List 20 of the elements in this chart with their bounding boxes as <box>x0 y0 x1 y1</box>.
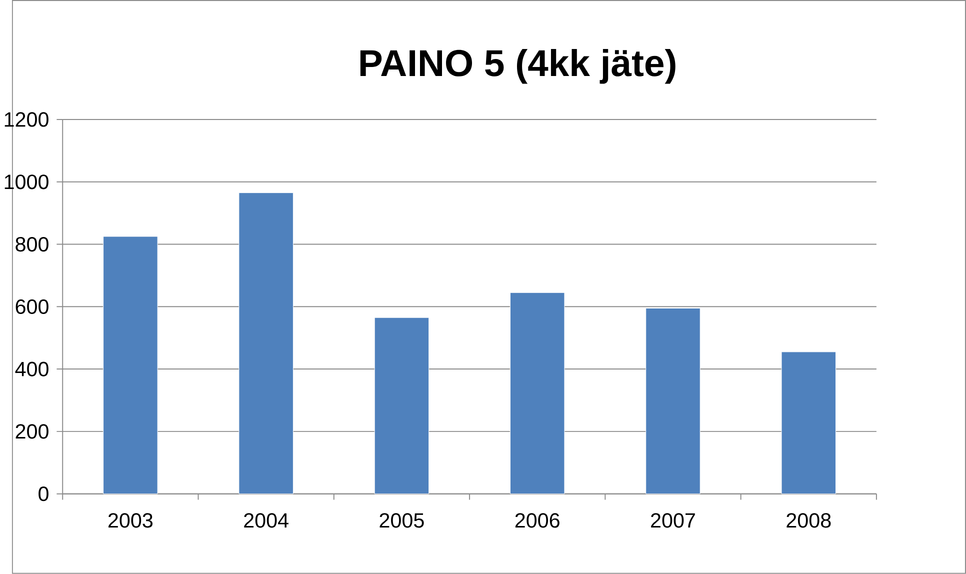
y-tick-label: 400 <box>15 362 48 376</box>
y-tick-label: 200 <box>16 424 48 439</box>
bar <box>238 192 294 494</box>
y-tick-label: 600 <box>16 299 48 314</box>
bar <box>510 292 565 494</box>
x-tick-label: 2005 <box>380 513 424 528</box>
y-tick-label: 1000 <box>4 174 48 190</box>
chart-title: PAINO 5 (4kk jäte) <box>360 49 676 84</box>
x-tick-label: 2003 <box>108 513 152 528</box>
x-tick-label: 2007 <box>651 513 695 528</box>
y-tick-label: 0 <box>38 486 48 502</box>
bar <box>781 352 836 494</box>
bar <box>646 308 700 494</box>
x-tick-label: 2006 <box>515 513 560 528</box>
bar <box>374 317 430 494</box>
y-tick-label: 800 <box>16 237 48 252</box>
x-tick-label: 2008 <box>786 513 831 528</box>
x-tick-label: 2004 <box>244 513 288 528</box>
y-tick-label: 1200 <box>4 112 48 127</box>
bar <box>103 236 158 494</box>
